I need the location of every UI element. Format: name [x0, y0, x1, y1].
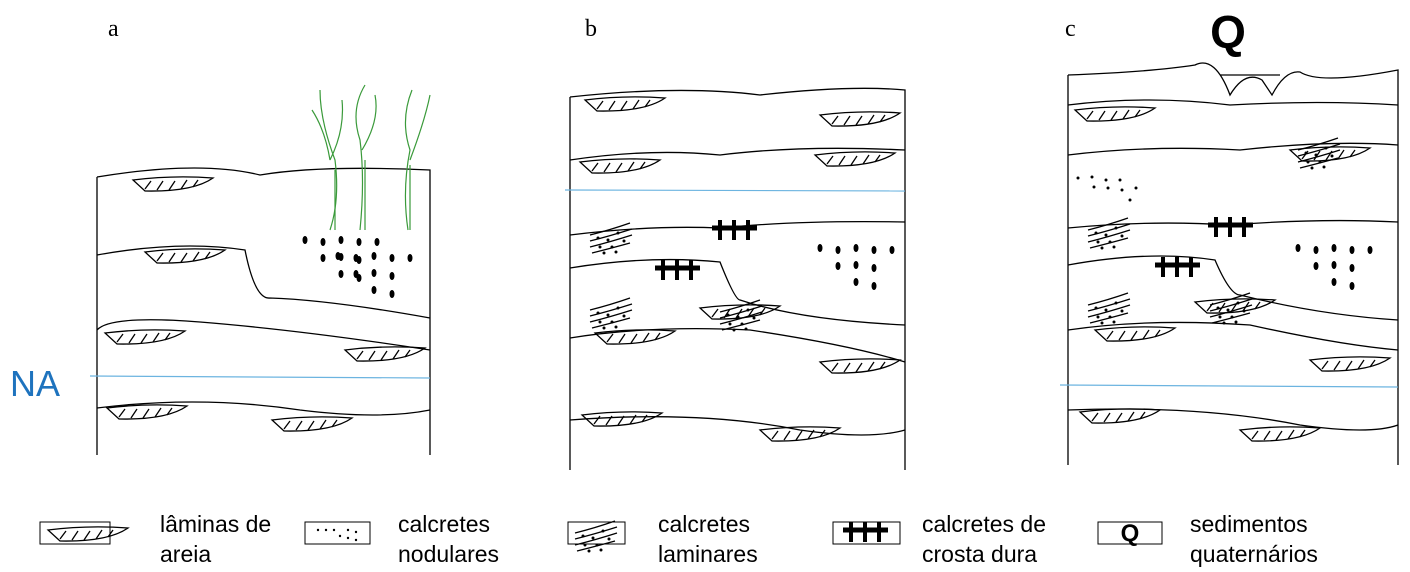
diagram: a NA b c Q Q lâminas de areia calcretes … — [0, 0, 1410, 572]
water-level-label: NA — [10, 363, 60, 404]
panel-label: a — [108, 16, 119, 42]
panel-label: c — [1065, 16, 1076, 42]
legend: Q lâminas de areia calcretes nodulares c… — [40, 511, 1318, 567]
legend-text: areia — [160, 541, 211, 567]
legend-text: calcretes de — [922, 511, 1046, 537]
legend-text: lâminas de — [160, 511, 271, 537]
legend-text: laminares — [658, 541, 758, 567]
legend-text: nodulares — [398, 541, 499, 567]
legend-text: crosta dura — [922, 541, 1037, 567]
legend-text: sedimentos — [1190, 511, 1308, 537]
legend-text: calcretes — [658, 511, 750, 537]
panel-c: c Q — [1060, 6, 1398, 465]
quaternary-label: Q — [1210, 6, 1246, 58]
legend-box — [305, 522, 370, 544]
legend-symbol: Q — [1121, 520, 1140, 547]
panel-label: b — [585, 16, 597, 42]
legend-text: quaternários — [1190, 541, 1318, 567]
legend-text: calcretes — [398, 511, 490, 537]
panel-b: b — [565, 16, 905, 470]
panel-a: a NA — [10, 16, 430, 455]
